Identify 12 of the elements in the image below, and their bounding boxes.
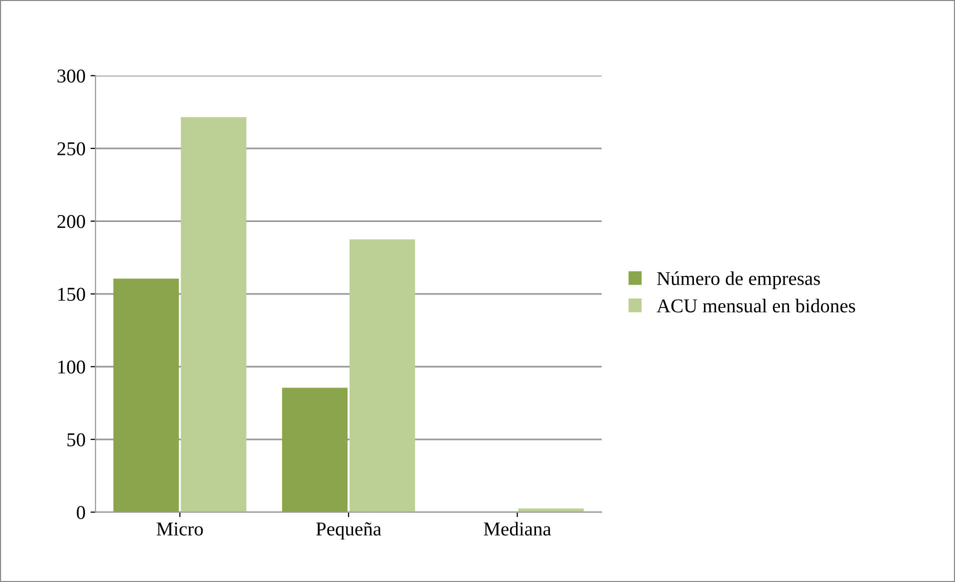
y-tick-label: 300: [58, 69, 86, 83]
x-tick-label: Pequeña: [316, 522, 382, 540]
legend-label: Número de empresas: [657, 271, 820, 290]
y-tick-label: 250: [57, 142, 86, 156]
legend-label: ACU mensual en bidones: [656, 298, 856, 312]
x-tick-label: Mediana: [484, 522, 552, 536]
y-tick-label: 200: [57, 214, 86, 228]
y-tick-label: 50: [67, 433, 86, 446]
y-tick-label: 150: [58, 288, 86, 301]
y-tick-label: 0: [76, 506, 86, 520]
x-tick-label: Micro: [156, 522, 203, 536]
y-tick-label: 100: [58, 360, 86, 374]
